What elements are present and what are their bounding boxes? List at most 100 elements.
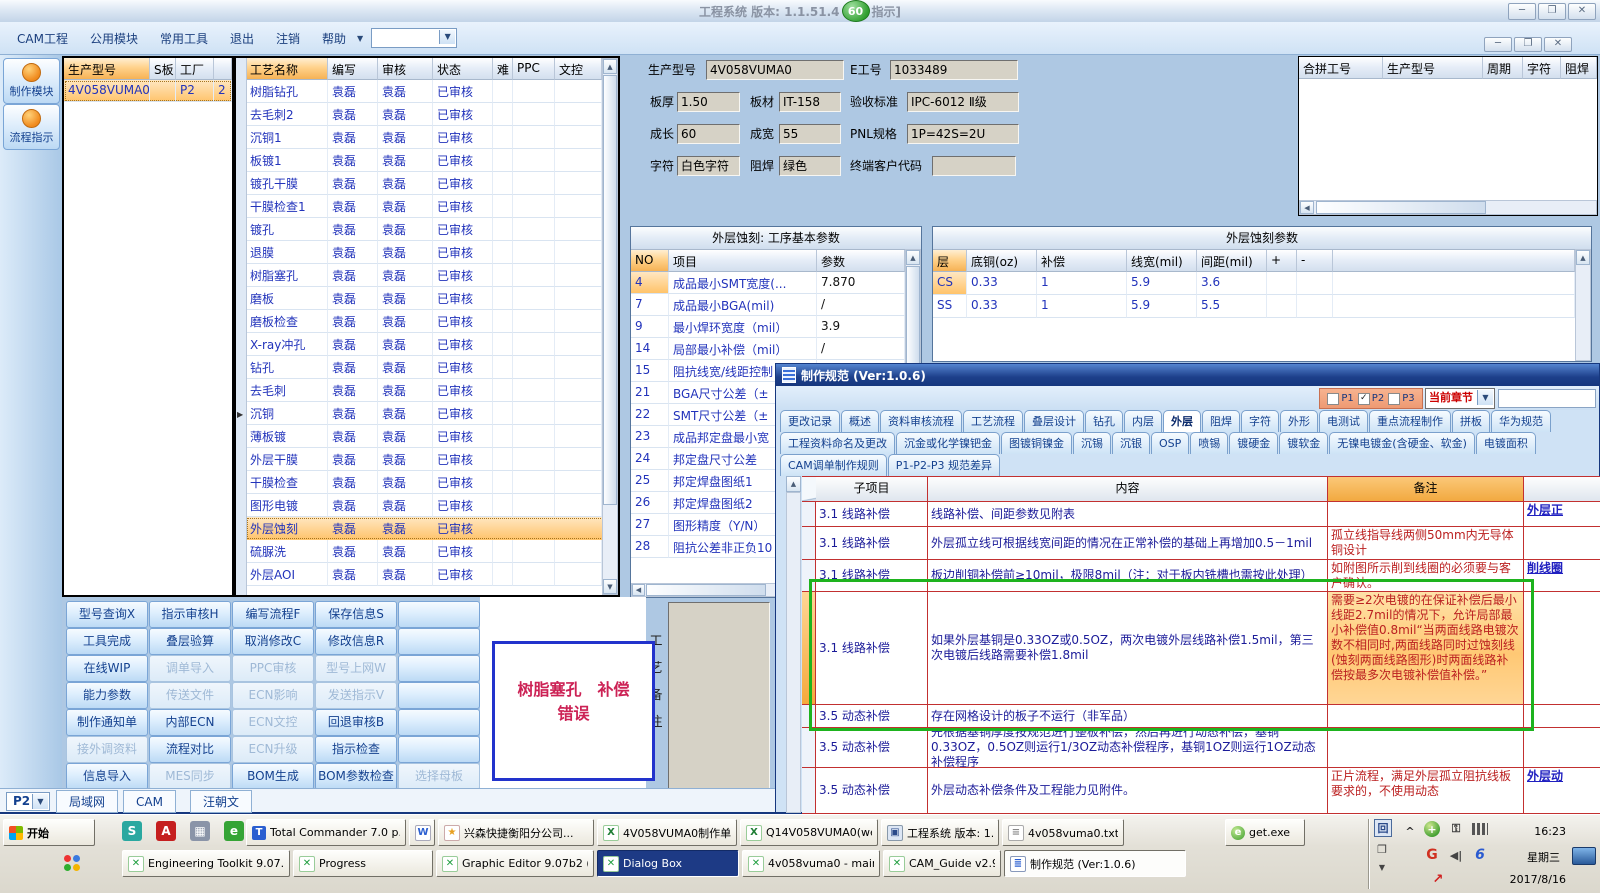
tab-无镍电镀金(含硬金、软金)[interactable]: 无镍电镀金(含硬金、软金) bbox=[1329, 432, 1475, 454]
basic-params-row[interactable]: 4 成品最小SMT宽度(... 7.870 bbox=[631, 272, 921, 294]
action-button[interactable]: 工具完成 bbox=[66, 628, 148, 655]
column-header[interactable]: 间距(mil) bbox=[1197, 250, 1267, 272]
column-header[interactable]: 子项目 bbox=[816, 477, 928, 502]
mdi-minimize-button[interactable]: ─ bbox=[1484, 37, 1512, 52]
tab-重点流程制作[interactable]: 重点流程制作 bbox=[1369, 410, 1451, 432]
checkbox-icon[interactable] bbox=[1327, 392, 1340, 405]
etch-params-vscroll[interactable]: ▲ bbox=[1575, 249, 1591, 361]
tab-概述[interactable]: 概述 bbox=[841, 410, 879, 432]
spec-link-cell[interactable]: 外层正 bbox=[1524, 502, 1600, 527]
scroll-up-icon[interactable]: ▲ bbox=[1576, 250, 1590, 265]
action-button[interactable]: MES同步 bbox=[149, 763, 231, 790]
column-header[interactable]: 层 bbox=[933, 250, 967, 272]
process-row[interactable]: 干膜检查 袁磊 袁磊 已审核 bbox=[246, 471, 618, 494]
taskbar-button[interactable]: ✕ Graphic Editor 9.07b2 (0... bbox=[436, 850, 594, 877]
taskbar-button[interactable]: ✕ Progress bbox=[293, 850, 433, 877]
tab-钻孔[interactable]: 钻孔 bbox=[1085, 410, 1123, 432]
form-field-input[interactable]: 55 bbox=[779, 124, 841, 144]
tab-OSP[interactable]: OSP bbox=[1151, 432, 1190, 454]
action-button[interactable]: 流程对比 bbox=[149, 736, 231, 763]
tab-电测试[interactable]: 电测试 bbox=[1319, 410, 1368, 432]
speaker-icon[interactable]: ◀| bbox=[1449, 848, 1463, 862]
sogou-g-icon[interactable]: G bbox=[1426, 847, 1438, 863]
action-button[interactable]: 取消修改C bbox=[232, 628, 314, 655]
action-button[interactable]: 选择母板 bbox=[398, 763, 480, 790]
process-row[interactable]: 外层蚀刻 袁磊 袁磊 已审核 bbox=[246, 517, 618, 540]
antivirus-tray-icon[interactable]: + bbox=[1424, 821, 1440, 837]
mdi-restore-button[interactable]: ❐ bbox=[1514, 37, 1542, 52]
process-row[interactable]: X-ray冲孔 袁磊 袁磊 已审核 bbox=[246, 333, 618, 356]
tab-更改记录[interactable]: 更改记录 bbox=[780, 410, 840, 432]
action-button[interactable]: 编写流程F bbox=[232, 601, 314, 628]
form-field-input[interactable]: 4V058VUMA0 bbox=[706, 60, 844, 80]
page-checkbox[interactable]: P1 bbox=[1327, 392, 1354, 405]
process-row[interactable]: 外层干膜 袁磊 袁磊 已审核 bbox=[246, 448, 618, 471]
column-header[interactable]: 合拼工号 bbox=[1299, 57, 1383, 79]
spec-subitem-cell[interactable]: 3.1 线路补偿 bbox=[816, 502, 928, 527]
column-header[interactable]: 备注 bbox=[1328, 477, 1524, 502]
tab-工程资料命名及更改[interactable]: 工程资料命名及更改 bbox=[780, 432, 895, 454]
form-field-input[interactable]: 白色字符 bbox=[677, 156, 740, 176]
action-button[interactable]: 内部ECN bbox=[149, 709, 231, 736]
column-header[interactable]: 生产型号 bbox=[1383, 57, 1483, 79]
taskbar-button[interactable]: ✕ Engineering Toolkit 9.07... bbox=[122, 850, 290, 877]
etch-params-row[interactable]: SS 0.33 1 5.9 5.5 bbox=[933, 295, 1591, 318]
taskbar-button[interactable]: ≡ 4v058vuma0.txt - 记事本 bbox=[1002, 819, 1124, 846]
column-header[interactable] bbox=[1524, 477, 1600, 502]
spec-subitem-cell[interactable]: 3.1 线路补偿 bbox=[816, 592, 928, 705]
spec-window-titlebar[interactable]: 制作规范 (Ver:1.0.6) bbox=[776, 364, 1599, 386]
tab-电镀面积[interactable]: 电镀面积 bbox=[1475, 432, 1536, 454]
tab-CAM调单制作规则[interactable]: CAM调单制作规则 bbox=[780, 454, 887, 476]
form-field-input[interactable]: 1P=42S=2U bbox=[907, 124, 1019, 144]
form-field-input[interactable]: IT-158 bbox=[779, 92, 841, 112]
action-button[interactable]: PPC审核 bbox=[232, 655, 314, 682]
action-button[interactable]: 传送文件 bbox=[149, 682, 231, 709]
form-field-input[interactable]: 1033489 bbox=[890, 60, 1018, 80]
taskbar-button[interactable]: ≣ 制作规范 (Ver:1.0.6) bbox=[1004, 850, 1186, 877]
tab-P1-P2-P3 规范差异[interactable]: P1-P2-P3 规范差异 bbox=[887, 454, 1001, 476]
tab-字符[interactable]: 字符 bbox=[1241, 410, 1279, 432]
taskbar-button[interactable]: e get.exe bbox=[1225, 819, 1305, 846]
action-button[interactable]: 信息导入 bbox=[66, 763, 148, 790]
process-row[interactable]: 去毛刺 袁磊 袁磊 已审核 bbox=[246, 379, 618, 402]
process-note-textarea[interactable] bbox=[668, 602, 770, 790]
action-button[interactable]: 修改信息R bbox=[315, 628, 397, 655]
column-header[interactable]: PPC bbox=[513, 58, 555, 80]
action-button[interactable]: 型号查询X bbox=[66, 601, 148, 628]
spec-link-cell[interactable]: 削线圈 bbox=[1524, 560, 1600, 592]
column-header[interactable]: 参数 bbox=[817, 250, 905, 272]
minimize-button[interactable]: ─ bbox=[1508, 3, 1536, 20]
basic-params-row[interactable]: 7 成品最小BGA(mil) / bbox=[631, 294, 921, 316]
taskbar-button[interactable]: T Total Commander 7.0 p... bbox=[246, 819, 406, 846]
taskbar-button[interactable]: ✕ Dialog Box bbox=[597, 850, 739, 877]
process-row[interactable]: 硫脲洗 袁磊 袁磊 已审核 bbox=[246, 540, 618, 563]
column-header[interactable]: 难 bbox=[493, 58, 513, 80]
tab-华为规范[interactable]: 华为规范 bbox=[1491, 410, 1551, 432]
scroll-up-icon[interactable]: ▲ bbox=[906, 250, 920, 265]
close-button[interactable]: ✕ bbox=[1568, 3, 1596, 20]
signal-bars-icon[interactable] bbox=[1472, 823, 1488, 835]
taskbar-button[interactable]: W bbox=[409, 819, 435, 846]
action-button[interactable]: ECN升级 bbox=[232, 736, 314, 763]
process-row[interactable]: 钻孔 袁磊 袁磊 已审核 bbox=[246, 356, 618, 379]
tab-沉金或化学镍钯金[interactable]: 沉金或化学镍钯金 bbox=[896, 432, 1000, 454]
spec-subitem-cell[interactable]: 3.5 动态补偿 bbox=[816, 705, 928, 728]
column-header[interactable]: + bbox=[1267, 250, 1297, 272]
action-button-empty[interactable] bbox=[398, 736, 480, 763]
column-header[interactable]: 字符 bbox=[1523, 57, 1561, 79]
taskbar-button[interactable]: ✕ 4v058vuma0 - main_qa bbox=[742, 850, 880, 877]
power-plug-icon[interactable]: ⚿ bbox=[1451, 822, 1461, 835]
spec-remark-cell[interactable] bbox=[1328, 705, 1524, 728]
model-table-row[interactable]: 4V058VUMA0 P2 2 bbox=[64, 80, 232, 102]
action-button[interactable]: BOM参数检查 bbox=[315, 763, 397, 790]
tab-内层[interactable]: 内层 bbox=[1124, 410, 1162, 432]
chevron-down-icon[interactable]: ▼ bbox=[1378, 862, 1386, 872]
action-button[interactable]: 指示审核H bbox=[149, 601, 231, 628]
etch-params-row[interactable]: CS 0.33 1 5.9 3.6 bbox=[933, 272, 1591, 295]
taskbar-button[interactable]: X 4V058VUMA0制作单.xl... bbox=[597, 819, 737, 846]
column-header[interactable]: S板 bbox=[150, 58, 176, 80]
spec-content-cell[interactable]: 外层孤立线可根据线宽间距的情况在正常补偿的基础上再增加0.5－1mil bbox=[928, 527, 1328, 560]
column-header[interactable]: 底铜(oz) bbox=[967, 250, 1037, 272]
sidebar-item-make-module[interactable]: 制作模块 bbox=[3, 58, 60, 104]
tab-图镀铜镍金[interactable]: 图镀铜镍金 bbox=[1001, 432, 1072, 454]
